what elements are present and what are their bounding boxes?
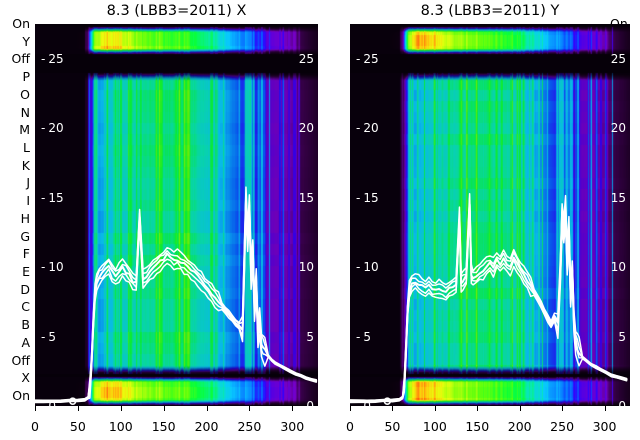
trace-origin-marker-x [68,397,77,405]
y-tick-left-5: N [20,104,30,120]
x-tick-mark-x-100 [120,406,122,411]
x-tick-mark-y-250 [562,406,564,411]
x-tick-label-x-150: 150 [151,419,176,434]
x-tick-mark-y-150 [477,406,479,411]
x-tick-mark-x-200 [206,406,208,411]
y-tick-left-8: K [21,157,30,173]
y-tick-left-19: Off [11,352,30,368]
y-tick-left-1: Y [22,33,30,49]
y-tick-left-2: Off [11,51,30,67]
x-tick-mark-x-250 [249,406,251,411]
y-tick-left-10: I [26,193,30,209]
y-axis-left: On Y Off P O N M L K J I H G F E D C B A Off X On [2,17,32,406]
x-tick-label-x-250: 250 [237,419,262,434]
trace-line-y-3 [350,197,628,402]
x-tick-mark-x-0 [35,406,36,411]
trace-origin-marker-y [383,397,392,405]
y-tick-left-15: D [20,281,30,297]
trace-line-x-3 [35,193,318,402]
x-tick-label-x-100: 100 [108,419,133,434]
x-tick-label-y-0: 0 [346,419,354,434]
x-tick-mark-x-50 [77,406,79,411]
y-tick-left-18: A [21,334,30,350]
y-tick-left-7: L [23,140,30,155]
y-tick-left-12: G [20,228,30,244]
x-tick-mark-y-200 [519,406,521,411]
x-tick-label-y-250: 250 [550,419,575,434]
trace-line-y-4 [350,192,628,401]
x-tick-label-x-300: 300 [280,419,305,434]
panel-x[interactable]: 8.3 (LBB3=2011) X -25 25-20 20-15 15-10 10-5… [35,3,318,412]
x-tick-label-x-50: 50 [69,419,86,434]
y-tick-left-20: X [21,370,30,386]
y-tick-left-16: C [21,299,30,315]
y-tick-left-14: E [22,264,30,279]
x-tick-label-y-300: 300 [592,419,617,434]
y-tick-left-6: M [19,122,30,138]
panel-x-trace [35,186,318,405]
trace-line-x-2 [35,200,318,403]
trace-line-x-0 [35,212,318,404]
x-tick-label-y-50: 50 [384,419,401,434]
x-tick-label-y-150: 150 [465,419,490,434]
x-tick-mark-y-50 [392,406,394,411]
y-tick-left-0: On [12,16,30,31]
trace-line-x-1 [35,202,318,403]
x-tick-mark-y-0 [350,406,351,411]
trace-line-y-0 [350,211,628,404]
trace-line-y-1 [350,207,628,403]
x-tick-mark-y-300 [604,406,606,411]
x-tick-label-y-200: 200 [507,419,532,434]
panel-y-title: 8.3 (LBB3=2011) Y [420,3,560,19]
y-tick-left-13: F [22,246,30,262]
panel-y-trace [350,192,628,405]
trace-line-x-4 [35,186,318,402]
x-tick-label-y-100: 100 [422,419,447,434]
trace-line-y-2 [350,203,628,403]
y-tick-left-17: B [21,317,30,333]
x-tick-mark-x-150 [163,406,165,411]
x-tick-label-x-200: 200 [194,419,219,434]
y-tick-left-4: O [20,86,30,102]
x-tick-mark-y-100 [434,406,436,411]
y-tick-left-9: J [26,175,30,191]
x-axis-panel-y: 0 50 100 150 200 250 300 [346,406,630,436]
panel-y[interactable]: 8.3 (LBB3=2011) Y -25 25-20 20-15 15-10 10-5… [350,3,630,412]
panel-x-title: 8.3 (LBB3=2011) X [106,3,247,19]
x-tick-mark-x-300 [292,406,294,411]
panel-y-heatmap [350,24,630,406]
x-axis-panel-x: 0 50 100 150 200 250 300 [31,406,318,436]
x-tick-label-x-0: 0 [31,419,39,434]
y-tick-left-21: On [12,388,30,403]
y-tick-left-11: H [20,210,30,226]
panel-x-heatmap [35,24,318,406]
y-tick-left-3: P [22,69,30,85]
